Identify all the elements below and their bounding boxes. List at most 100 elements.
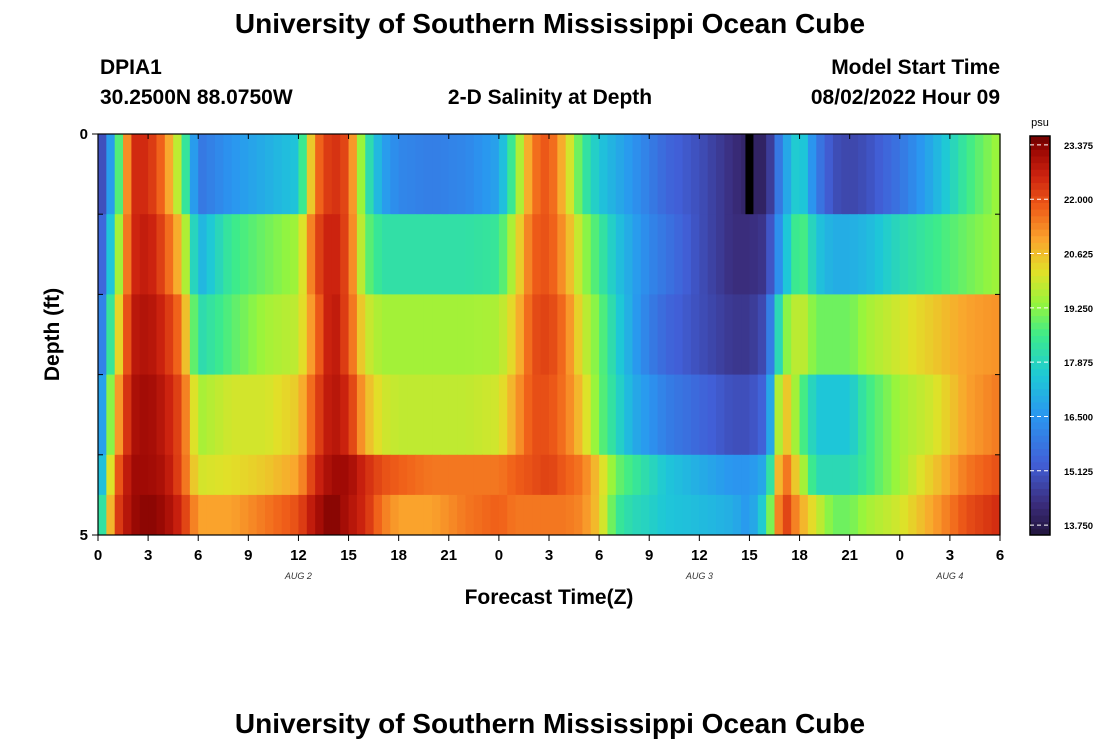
colorbar-segment (1030, 328, 1050, 336)
heatmap-cell (991, 294, 1001, 375)
heatmap-cell (557, 134, 567, 215)
heatmap-cell (599, 294, 609, 375)
x-tick-label: 18 (791, 547, 808, 564)
heatmap-cell (306, 294, 316, 375)
heatmap-cell (799, 294, 809, 375)
heatmap-cell (849, 454, 859, 496)
heatmap-cell (732, 454, 742, 496)
heatmap-cell (874, 374, 884, 456)
heatmap-cell (223, 494, 233, 536)
heatmap-cell (490, 134, 500, 215)
heatmap-cell (465, 134, 475, 215)
heatmap-cell (298, 454, 308, 496)
heatmap-cell (482, 454, 492, 496)
colorbar-tick-label: 13.750 (1064, 521, 1093, 532)
heatmap-cell (214, 454, 224, 496)
heatmap-cell (749, 134, 759, 215)
heatmap-cell (974, 374, 984, 456)
heatmap-cell (423, 214, 433, 295)
heatmap-cell (273, 134, 283, 215)
colorbar-segment (1030, 288, 1050, 297)
heatmap-cell (206, 214, 216, 295)
heatmap-cell (640, 374, 650, 456)
heatmap-cell (657, 134, 667, 215)
heatmap-cell (189, 494, 199, 536)
heatmap-cell (265, 134, 274, 215)
heatmap-cell (457, 134, 467, 215)
heatmap-cell (348, 494, 358, 536)
colorbar-segment (1030, 169, 1050, 177)
heatmap-cell (106, 374, 116, 456)
heatmap-cell (448, 294, 458, 375)
heatmap-cell (716, 214, 725, 295)
heatmap-cell (123, 214, 133, 295)
heatmap-cell (139, 374, 149, 456)
heatmap-cell (791, 494, 801, 536)
heatmap-cell (273, 374, 283, 456)
heatmap-cell (757, 214, 767, 295)
heatmap-cell (966, 374, 976, 456)
heatmap-cell (532, 214, 542, 295)
heatmap-cell (899, 214, 909, 295)
heatmap-cell (615, 134, 625, 215)
heatmap-cell (958, 134, 968, 215)
heatmap-cell (239, 134, 249, 215)
heatmap-cell (916, 294, 926, 375)
heatmap-cell (523, 134, 533, 215)
colorbar-segment (1030, 189, 1050, 197)
heatmap-cell (732, 134, 742, 215)
heatmap-cell (173, 134, 183, 215)
heatmap-cell (465, 374, 475, 456)
heatmap-cell (983, 214, 993, 295)
heatmap-cell (599, 134, 609, 215)
heatmap-cell (983, 494, 993, 536)
heatmap-cell (415, 374, 425, 456)
colorbar-segment (1030, 508, 1050, 516)
heatmap-cell (757, 294, 767, 375)
heatmap-cell (883, 134, 893, 215)
heatmap-cell (766, 294, 776, 375)
heatmap-cell (281, 494, 291, 536)
heatmap-cell (991, 374, 1001, 456)
heatmap-cell (214, 294, 224, 375)
heatmap-cell (624, 494, 634, 536)
heatmap-cell (924, 454, 934, 496)
heatmap-cell (991, 454, 1001, 496)
heatmap-cell (164, 454, 174, 496)
heatmap-cell (131, 494, 141, 536)
heatmap-cell (866, 454, 876, 496)
heatmap-cell (256, 494, 266, 536)
heatmap-cell (465, 454, 475, 496)
colorbar-segment (1030, 202, 1050, 210)
heatmap-cell (498, 134, 508, 215)
heatmap-cell (106, 214, 116, 295)
heatmap-cell (707, 494, 717, 536)
heatmap-cell (565, 374, 575, 456)
heatmap-cell (799, 214, 809, 295)
heatmap-cell (306, 374, 316, 456)
heatmap-cell (156, 454, 166, 496)
heatmap-cell (156, 214, 166, 295)
heatmap-cell (699, 494, 709, 536)
heatmap-cell (816, 294, 826, 375)
heatmap-cell (599, 374, 609, 456)
heatmap-cell (774, 134, 784, 215)
heatmap-cell (473, 134, 483, 215)
heatmap-cell (290, 494, 300, 536)
heatmap-cell (933, 214, 943, 295)
heatmap-cell (707, 294, 717, 375)
colorbar-segment (1030, 468, 1050, 476)
heatmap-cell (390, 454, 400, 496)
x-tick-label: 9 (244, 547, 252, 564)
heatmap-cell (565, 454, 575, 496)
heatmap-cell (231, 134, 241, 215)
heatmap-cell (966, 134, 976, 215)
heatmap-cell (340, 454, 350, 496)
heatmap-cell (114, 454, 124, 496)
colorbar-segment (1030, 315, 1050, 323)
heatmap-cell (574, 494, 584, 536)
heatmap-cell (832, 454, 842, 496)
heatmap-cell (816, 374, 826, 456)
heatmap-cell (640, 294, 650, 375)
heatmap-cell (298, 294, 308, 375)
